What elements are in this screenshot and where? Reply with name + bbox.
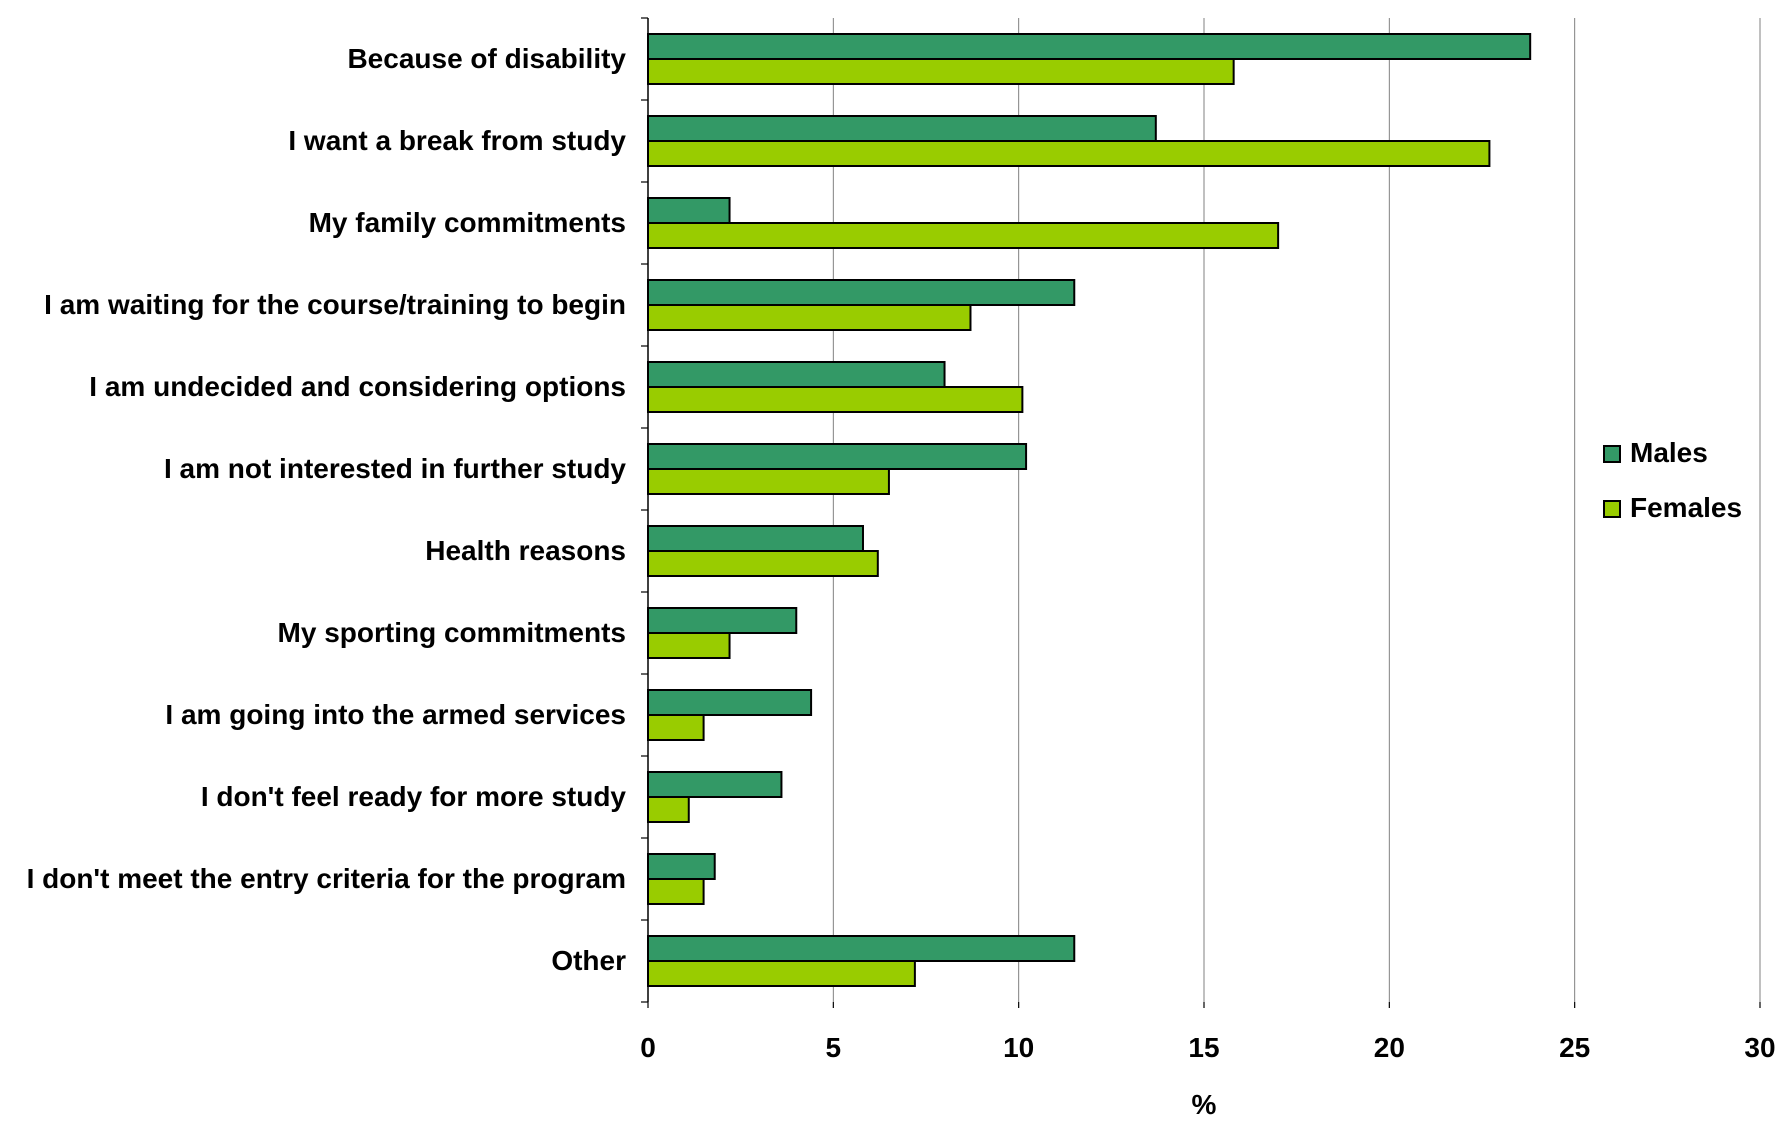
bar-males [647, 33, 1532, 60]
bar-males [647, 771, 783, 798]
bar-males [647, 197, 731, 224]
x-tick-label: 25 [1559, 1032, 1590, 1063]
x-tick-label: 10 [1003, 1032, 1034, 1063]
bar-males [647, 525, 864, 552]
x-tick-label: 5 [826, 1032, 842, 1063]
category-labels: Because of disability I want a break from… [27, 43, 627, 976]
category-label: Because of disability [347, 43, 626, 74]
legend-label-females: Females [1630, 492, 1742, 523]
bar-males [647, 853, 716, 880]
bar-females [647, 386, 1024, 413]
bar-males [647, 935, 1076, 962]
x-tick-label: 30 [1744, 1032, 1775, 1063]
bar-females [647, 550, 879, 577]
x-tick-label: 0 [640, 1032, 656, 1063]
bar-females [647, 222, 1280, 249]
category-label: Other [551, 945, 626, 976]
bar-males [647, 361, 946, 388]
x-axis-title: % [1192, 1089, 1217, 1120]
category-label: I am going into the armed services [165, 699, 626, 730]
category-label: I don't meet the entry criteria for the … [27, 863, 626, 894]
legend: Males Females [1603, 437, 1742, 523]
legend-label-males: Males [1630, 437, 1708, 468]
bar-females [647, 796, 690, 823]
bars [647, 33, 1532, 987]
bar-males [647, 607, 798, 634]
bar-males [647, 689, 813, 716]
category-label: I want a break from study [288, 125, 626, 156]
bar-males [647, 279, 1076, 306]
legend-swatch-females [1603, 500, 1621, 518]
bar-females [647, 960, 916, 987]
bar-males [647, 115, 1157, 142]
x-tick-label: 15 [1188, 1032, 1219, 1063]
gridlines [832, 18, 1761, 1002]
category-label: I am not interested in further study [164, 453, 626, 484]
axes [641, 17, 1761, 1008]
bar-females [647, 714, 705, 741]
category-label: My sporting commitments [278, 617, 626, 648]
category-label: I am waiting for the course/training to … [44, 289, 626, 320]
bar-females [647, 140, 1491, 167]
category-label: My family commitments [309, 207, 626, 238]
bar-males [647, 443, 1028, 470]
x-tick-label: 20 [1374, 1032, 1405, 1063]
category-label: Health reasons [425, 535, 626, 566]
bar-females [647, 58, 1235, 85]
bar-females [647, 304, 972, 331]
x-tick-labels: 0 5 10 15 20 25 30 [640, 1032, 1775, 1063]
bar-females [647, 878, 705, 905]
category-label: I am undecided and considering options [89, 371, 626, 402]
bar-females [647, 632, 731, 659]
legend-swatch-males [1603, 445, 1621, 463]
bar-females [647, 468, 890, 495]
category-label: I don't feel ready for more study [201, 781, 627, 812]
